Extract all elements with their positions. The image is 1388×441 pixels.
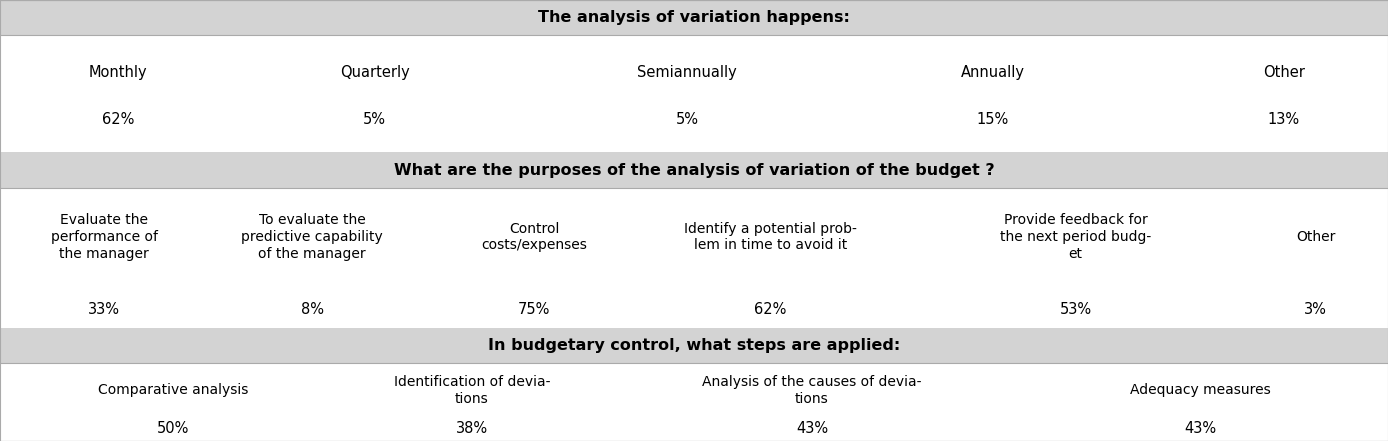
Text: 53%: 53% — [1059, 302, 1092, 318]
Text: Other: Other — [1263, 65, 1305, 80]
Text: 5%: 5% — [676, 112, 698, 127]
Bar — [0, 363, 1388, 441]
Text: 50%: 50% — [157, 421, 190, 436]
Text: 43%: 43% — [1184, 421, 1217, 436]
Text: Semiannually: Semiannually — [637, 65, 737, 80]
Text: What are the purposes of the analysis of variation of the budget ?: What are the purposes of the analysis of… — [394, 162, 994, 177]
Text: 38%: 38% — [455, 421, 489, 436]
Text: 62%: 62% — [754, 302, 787, 318]
Text: 62%: 62% — [101, 112, 135, 127]
Text: Adequacy measures: Adequacy measures — [1130, 383, 1271, 397]
Text: Evaluate the
performance of
the manager: Evaluate the performance of the manager — [50, 213, 158, 261]
Text: Comparative analysis: Comparative analysis — [99, 383, 248, 397]
Text: 15%: 15% — [976, 112, 1009, 127]
Text: Analysis of the causes of devia-
tions: Analysis of the causes of devia- tions — [702, 375, 922, 406]
Text: 13%: 13% — [1267, 112, 1301, 127]
Text: 43%: 43% — [795, 421, 829, 436]
Text: 75%: 75% — [518, 302, 551, 318]
Text: Monthly: Monthly — [89, 65, 147, 80]
Text: Other: Other — [1296, 230, 1335, 244]
Bar — [0, 328, 1388, 363]
Text: To evaluate the
predictive capability
of the manager: To evaluate the predictive capability of… — [242, 213, 383, 261]
Text: Control
costs/expenses: Control costs/expenses — [482, 222, 587, 252]
Text: Identify a potential prob-
lem in time to avoid it: Identify a potential prob- lem in time t… — [684, 222, 856, 252]
Bar — [0, 35, 1388, 152]
Text: In budgetary control, what steps are applied:: In budgetary control, what steps are app… — [487, 338, 901, 353]
Text: 5%: 5% — [364, 112, 386, 127]
Text: Identification of devia-
tions: Identification of devia- tions — [394, 375, 550, 406]
Text: Provide feedback for
the next period budg-
et: Provide feedback for the next period bud… — [1001, 213, 1151, 261]
Text: Quarterly: Quarterly — [340, 65, 409, 80]
Text: The analysis of variation happens:: The analysis of variation happens: — [539, 10, 849, 25]
Text: 3%: 3% — [1305, 302, 1327, 318]
Bar — [0, 0, 1388, 35]
Text: 33%: 33% — [87, 302, 121, 318]
Bar — [0, 152, 1388, 188]
Bar — [0, 188, 1388, 328]
Text: 8%: 8% — [301, 302, 323, 318]
Text: Annually: Annually — [960, 65, 1024, 80]
